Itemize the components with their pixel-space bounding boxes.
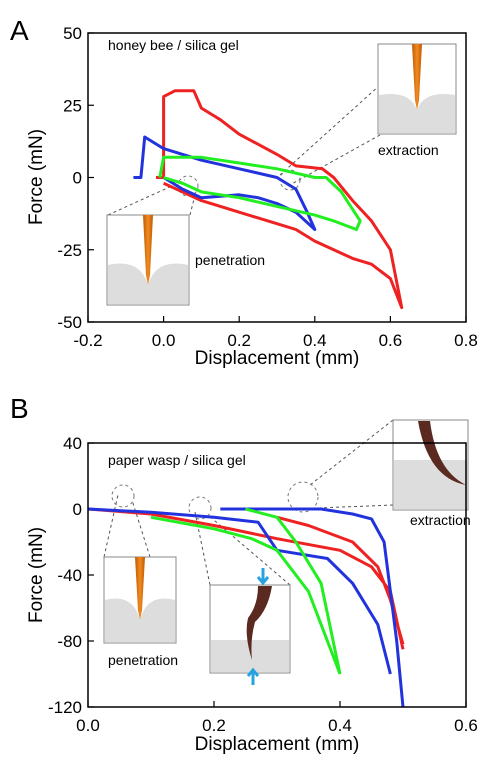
x-tick-label: 0.6 [454,716,478,735]
y-tick-label: 25 [63,96,82,115]
inset-penetration-b [103,484,177,644]
x-tick-label: 0.0 [76,716,100,735]
x-axis-label: Displacement (mm) [195,348,360,369]
data-line [158,155,362,231]
y-tick-label: -120 [48,698,82,717]
x-tick-label: 0.4 [303,331,327,350]
x-axis-label: Displacement (mm) [195,734,360,755]
inset-extraction-b [287,419,469,513]
y-tick-label: 50 [63,24,82,43]
annotation: extraction [410,512,471,528]
data-line [150,507,342,675]
x-tick-label: 0.2 [227,331,251,350]
y-tick-label: 0 [73,169,82,188]
panel-label: B [10,393,29,424]
y-tick-label: 0 [73,500,82,519]
annotation: penetration [108,652,178,668]
x-tick-label: 0.0 [152,331,176,350]
y-tick-label: -25 [57,241,82,260]
inset-penetration-a [106,175,199,306]
y-tick-label: -80 [57,632,82,651]
chart-title: honey bee / silica gel [108,37,239,53]
data-line [156,89,404,310]
y-axis-label: Force (mN) [26,527,47,623]
y-tick-label: -50 [57,313,82,332]
y-tick-label: -40 [57,566,82,585]
x-tick-label: -0.2 [73,331,102,350]
y-axis-label: Force (mN) [26,129,47,225]
plot-frame [87,442,467,708]
annotation: penetration [195,252,265,268]
annotation: extraction [378,142,439,158]
x-tick-label: 0.2 [202,716,226,735]
inset-extraction-a [279,43,457,191]
chart-title: paper wasp / silica gel [108,452,246,468]
plot-frame [87,32,467,323]
inset-bent-b [188,496,291,685]
x-tick-label: 0.8 [454,331,478,350]
panel-label: A [10,15,29,46]
x-tick-label: 0.6 [379,331,403,350]
x-tick-label: 0.4 [328,716,352,735]
y-tick-label: 40 [63,434,82,453]
